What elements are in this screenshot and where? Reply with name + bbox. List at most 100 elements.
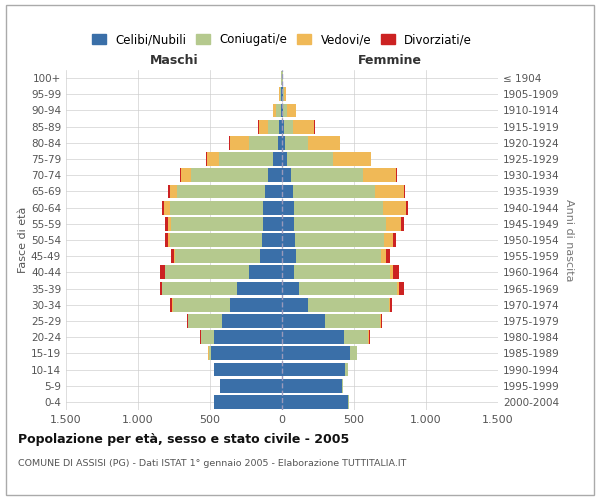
- Bar: [282, 266, 293, 280]
- Bar: [181, 168, 191, 182]
- Bar: [263, 200, 282, 214]
- Bar: [174, 250, 175, 263]
- Bar: [268, 120, 279, 134]
- Bar: [283, 104, 287, 118]
- Bar: [282, 104, 283, 118]
- Bar: [278, 136, 282, 149]
- Bar: [386, 217, 401, 230]
- Bar: [369, 330, 370, 344]
- Bar: [168, 217, 171, 230]
- Bar: [160, 282, 162, 296]
- Bar: [282, 200, 293, 214]
- Bar: [166, 233, 168, 247]
- Text: Maschi: Maschi: [149, 54, 199, 67]
- Text: Popolazione per età, sesso e stato civile - 2005: Popolazione per età, sesso e stato civil…: [18, 432, 349, 446]
- Bar: [283, 88, 284, 101]
- Bar: [282, 314, 325, 328]
- Bar: [281, 88, 282, 101]
- Bar: [168, 233, 170, 247]
- Bar: [308, 136, 340, 149]
- Bar: [218, 152, 274, 166]
- Bar: [230, 298, 282, 312]
- Bar: [380, 314, 382, 328]
- Bar: [209, 346, 211, 360]
- Bar: [171, 217, 263, 230]
- Bar: [295, 233, 384, 247]
- Bar: [293, 266, 390, 280]
- Bar: [282, 120, 284, 134]
- Bar: [191, 168, 268, 182]
- Bar: [389, 298, 390, 312]
- Bar: [263, 217, 282, 230]
- Bar: [207, 152, 218, 166]
- Bar: [268, 168, 282, 182]
- Bar: [384, 233, 393, 247]
- Y-axis label: Anni di nascita: Anni di nascita: [563, 198, 574, 281]
- Bar: [230, 136, 249, 149]
- Bar: [166, 217, 168, 230]
- Bar: [214, 362, 282, 376]
- Bar: [383, 200, 406, 214]
- Bar: [333, 152, 371, 166]
- Bar: [163, 282, 238, 296]
- Bar: [175, 250, 260, 263]
- Bar: [220, 379, 282, 392]
- Bar: [396, 168, 397, 182]
- Legend: Celibi/Nubili, Coniugati/e, Vedovi/e, Divorziati/e: Celibi/Nubili, Coniugati/e, Vedovi/e, Di…: [87, 28, 477, 50]
- Bar: [293, 120, 314, 134]
- Bar: [282, 136, 285, 149]
- Bar: [262, 233, 282, 247]
- Bar: [282, 184, 293, 198]
- Bar: [282, 362, 346, 376]
- Bar: [400, 282, 404, 296]
- Bar: [238, 282, 282, 296]
- Bar: [308, 298, 389, 312]
- Bar: [401, 217, 404, 230]
- Bar: [265, 184, 282, 198]
- Bar: [293, 184, 375, 198]
- Bar: [293, 200, 383, 214]
- Bar: [285, 136, 308, 149]
- Bar: [282, 330, 344, 344]
- Bar: [162, 282, 163, 296]
- Bar: [284, 88, 286, 101]
- Bar: [160, 266, 164, 280]
- Bar: [282, 233, 295, 247]
- Bar: [279, 120, 282, 134]
- Bar: [282, 282, 299, 296]
- Bar: [287, 152, 333, 166]
- Bar: [282, 88, 283, 101]
- Bar: [393, 266, 398, 280]
- Bar: [282, 379, 343, 392]
- Bar: [188, 314, 221, 328]
- Bar: [214, 330, 282, 344]
- Bar: [276, 104, 281, 118]
- Bar: [173, 298, 230, 312]
- Bar: [397, 282, 400, 296]
- Bar: [170, 233, 262, 247]
- Bar: [350, 346, 357, 360]
- Bar: [258, 120, 259, 134]
- Bar: [281, 104, 282, 118]
- Bar: [170, 200, 263, 214]
- Bar: [299, 282, 397, 296]
- Bar: [170, 184, 177, 198]
- Bar: [290, 168, 362, 182]
- Bar: [249, 266, 282, 280]
- Bar: [180, 168, 181, 182]
- Bar: [211, 346, 282, 360]
- Bar: [229, 136, 230, 149]
- Bar: [214, 395, 282, 409]
- Bar: [260, 250, 282, 263]
- Bar: [274, 152, 282, 166]
- Bar: [380, 250, 386, 263]
- Bar: [390, 266, 393, 280]
- Bar: [170, 298, 172, 312]
- Bar: [375, 184, 404, 198]
- Bar: [294, 217, 386, 230]
- Bar: [206, 152, 207, 166]
- Y-axis label: Fasce di età: Fasce di età: [18, 207, 28, 273]
- Bar: [282, 152, 287, 166]
- Bar: [259, 120, 268, 134]
- Bar: [221, 314, 282, 328]
